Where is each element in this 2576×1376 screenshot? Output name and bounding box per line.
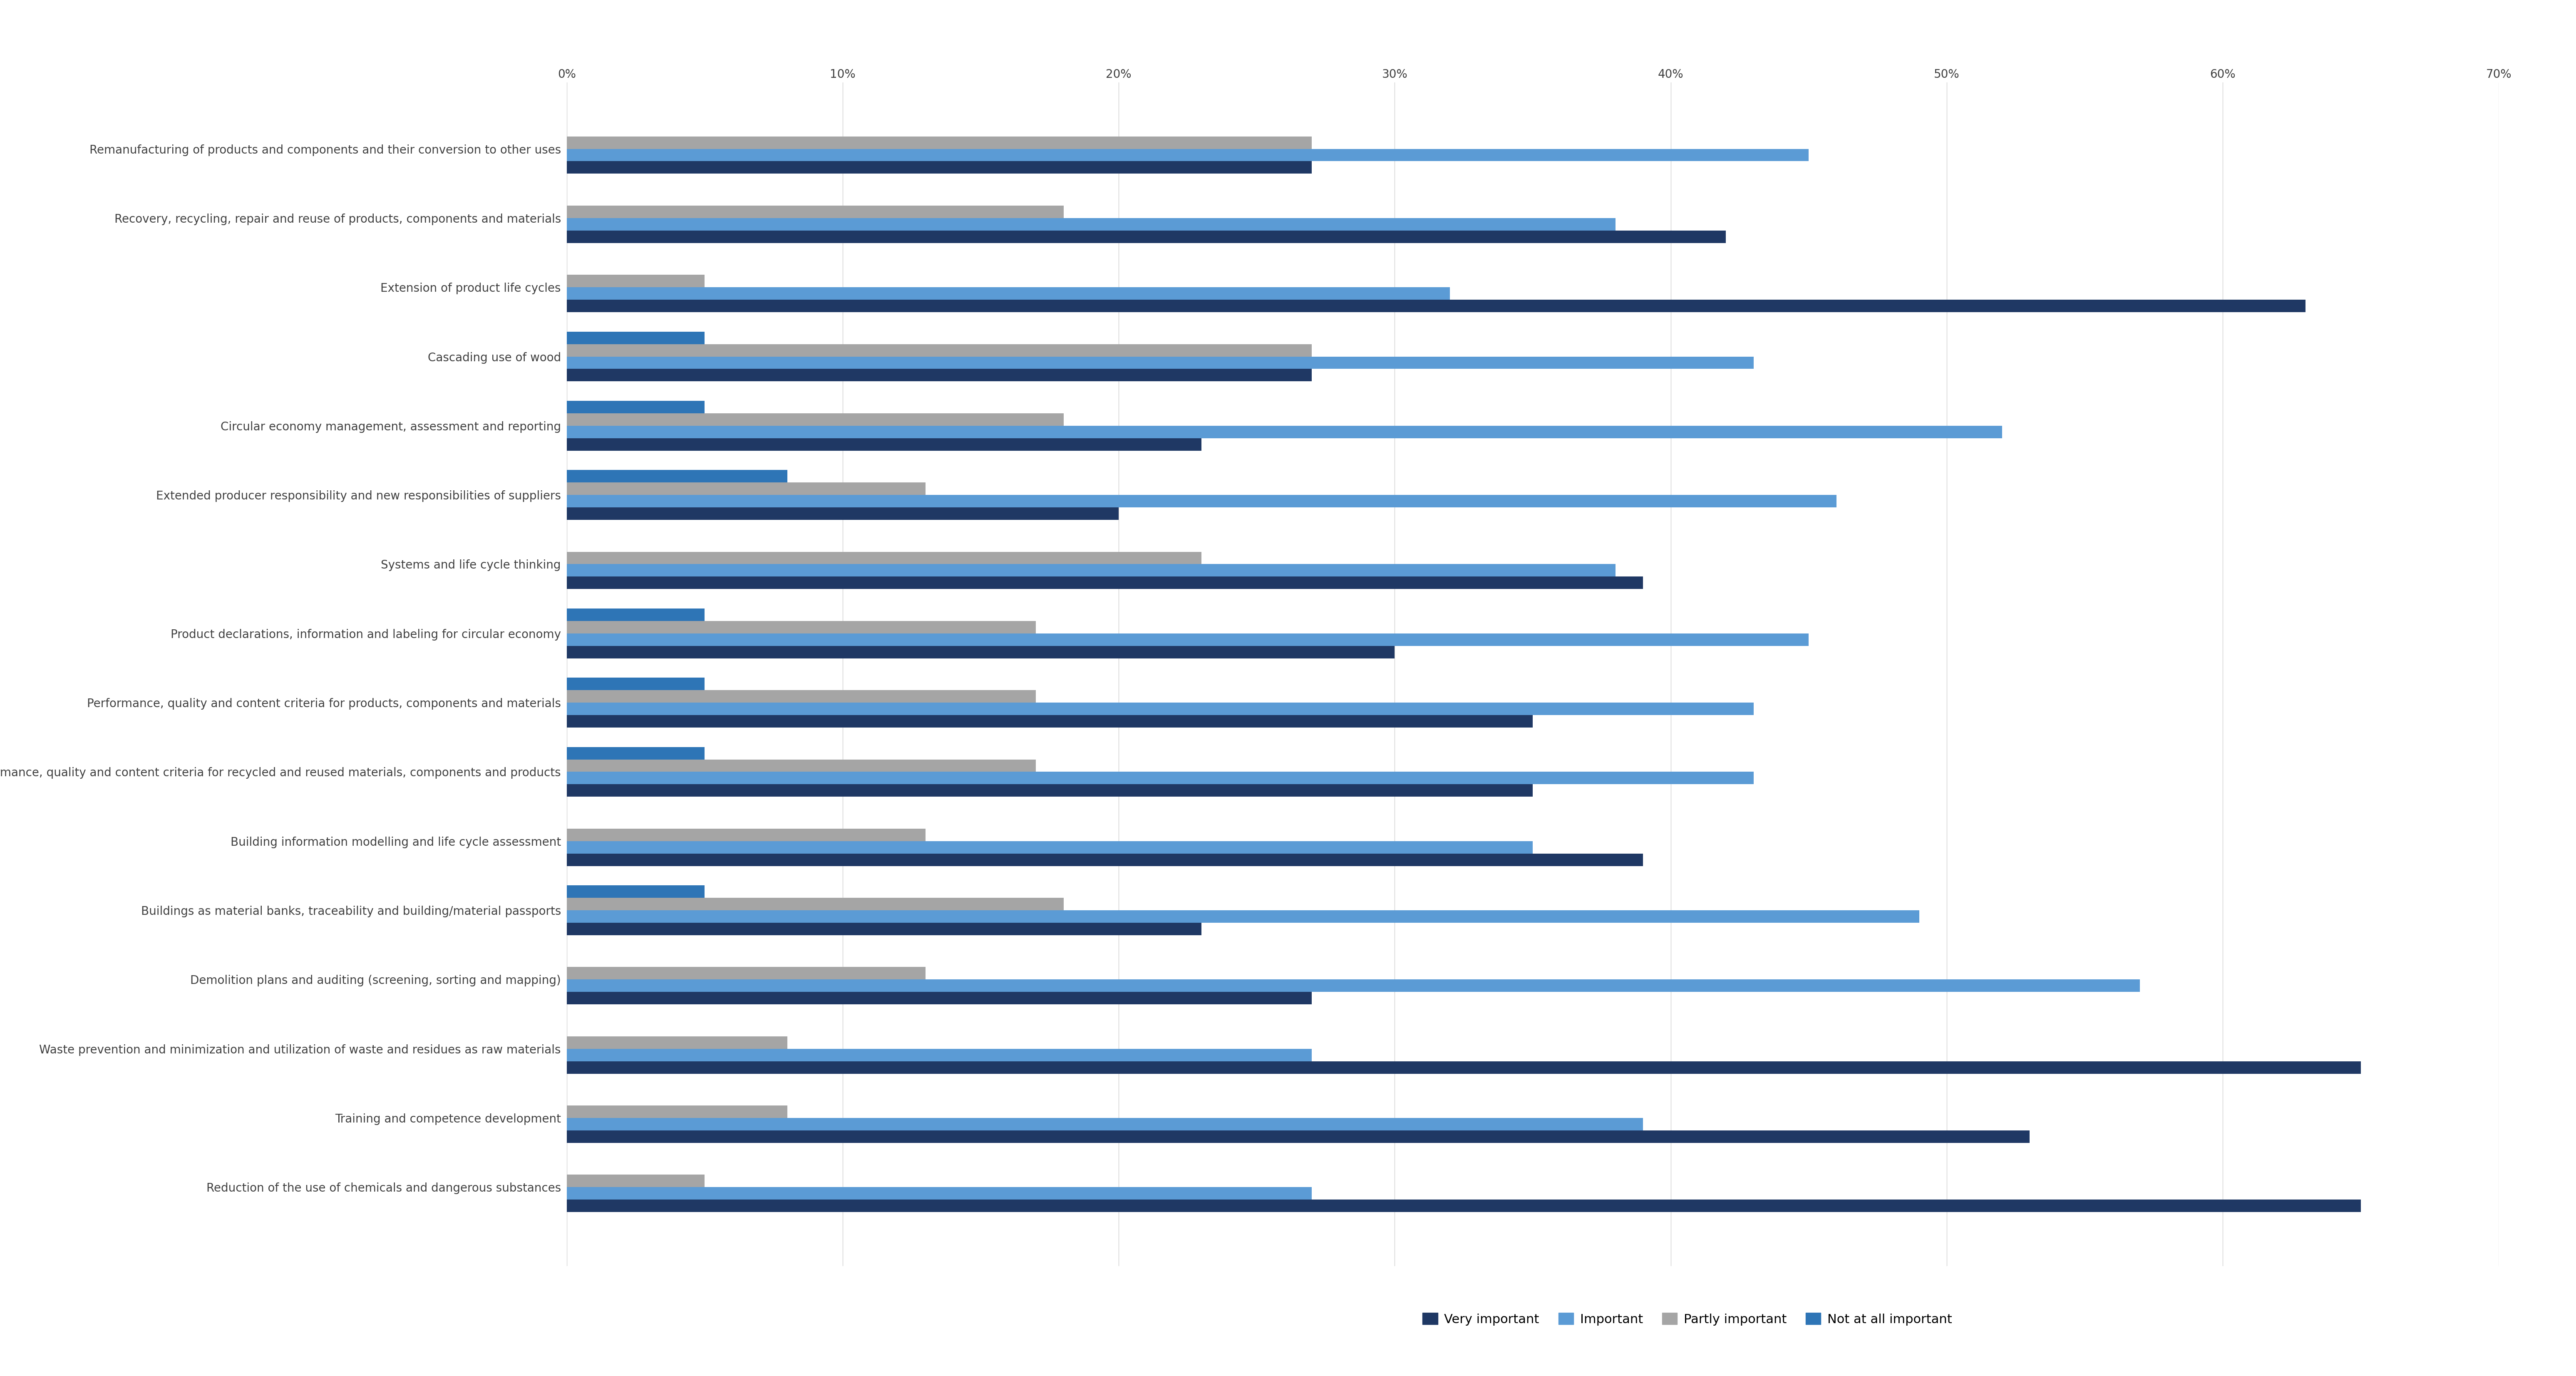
Bar (567, 300, 2306, 312)
Bar (567, 564, 1615, 577)
Bar (567, 275, 706, 288)
Bar (567, 828, 925, 841)
Bar (567, 841, 1533, 853)
Bar (567, 980, 2141, 992)
Bar (567, 508, 1118, 520)
Bar (567, 136, 1311, 149)
Bar (567, 967, 925, 980)
Bar (567, 760, 1036, 772)
Bar (567, 356, 1754, 369)
Bar (567, 1187, 1311, 1200)
Bar (567, 471, 788, 483)
Bar (567, 1200, 2360, 1212)
Bar (567, 1105, 788, 1117)
Bar (567, 1131, 2030, 1143)
Bar (567, 217, 1615, 231)
Bar (567, 149, 1808, 161)
Bar (567, 633, 1808, 645)
Bar (567, 772, 1754, 784)
Bar (567, 552, 1200, 564)
Bar (567, 645, 1394, 658)
Bar (567, 205, 1064, 217)
Bar (567, 899, 1064, 911)
Bar (567, 425, 2002, 438)
Bar (567, 608, 706, 621)
Bar (567, 911, 1919, 923)
Bar (567, 1036, 788, 1049)
Bar (567, 703, 1754, 716)
Bar (567, 621, 1036, 633)
Bar (567, 1049, 1311, 1061)
Bar (567, 784, 1533, 797)
Bar (567, 1175, 706, 1187)
Bar (567, 1117, 1643, 1131)
Bar (567, 369, 1311, 381)
Bar (567, 400, 706, 413)
Bar (567, 577, 1643, 589)
Bar (567, 853, 1643, 866)
Bar (567, 1061, 2360, 1073)
Bar (567, 344, 1311, 356)
Bar (567, 231, 1726, 244)
Bar (567, 992, 1311, 1004)
Bar (567, 678, 706, 691)
Bar (567, 332, 706, 344)
Bar (567, 885, 706, 899)
Bar (567, 438, 1200, 450)
Bar (567, 161, 1311, 173)
Bar (567, 413, 1064, 425)
Bar (567, 923, 1200, 936)
Bar (567, 691, 1036, 703)
Bar (567, 495, 1837, 508)
Bar (567, 716, 1533, 728)
Bar (567, 288, 1450, 300)
Bar (567, 747, 706, 760)
Bar (567, 483, 925, 495)
Legend: Very important, Important, Partly important, Not at all important: Very important, Important, Partly import… (1417, 1307, 1958, 1331)
